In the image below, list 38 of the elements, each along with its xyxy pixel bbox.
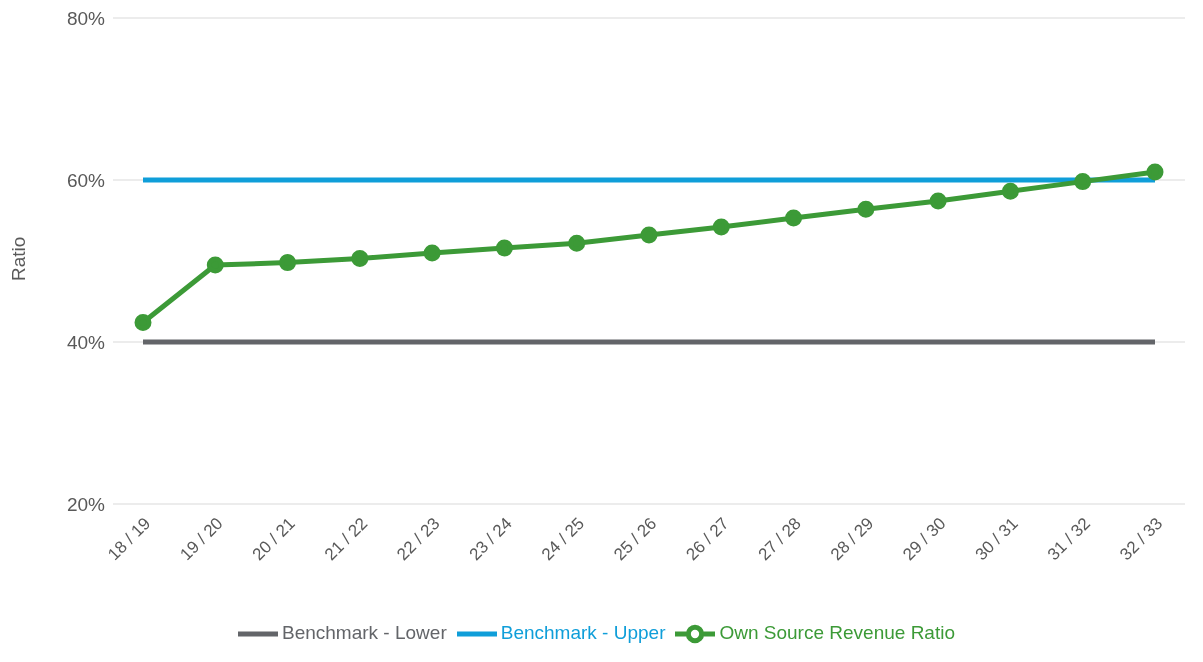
x-tick-label: 27 / 28 [754, 513, 805, 565]
point [568, 234, 586, 252]
y-tick-label: 20% [66, 493, 106, 515]
point [134, 314, 152, 332]
y-tick-label: 60% [66, 169, 106, 191]
x-tick-label: 31 / 32 [1043, 513, 1095, 565]
x-tick-label: 25 / 26 [610, 513, 661, 565]
x-tick-label: 24 / 25 [537, 513, 589, 565]
y-axis-title: Ratio [7, 236, 29, 281]
y-tick-label: 40% [66, 331, 106, 353]
point [785, 209, 803, 227]
point [1146, 163, 1164, 181]
x-tick-label: 18 / 19 [104, 513, 155, 565]
point [712, 218, 730, 236]
point [423, 244, 441, 262]
point [929, 192, 947, 210]
x-tick-label: 22 / 23 [393, 513, 444, 565]
x-tick-label: 32 / 33 [1116, 513, 1167, 565]
x-tick-label: 29 / 30 [899, 513, 950, 565]
legend-label: Own Source Revenue Ratio [719, 622, 955, 644]
x-tick-label: 26 / 27 [682, 513, 733, 565]
x-tick-label: 19 / 20 [176, 513, 227, 565]
y-tick-label: 80% [66, 7, 106, 29]
x-tick-label: 21 / 22 [320, 513, 372, 565]
x-tick-label: 20 / 21 [248, 513, 299, 565]
point [1001, 182, 1019, 200]
point [206, 256, 224, 274]
point [640, 226, 658, 244]
point [279, 254, 297, 272]
x-tick-label: 28 / 29 [826, 513, 878, 565]
point [495, 239, 513, 257]
point [351, 250, 369, 268]
legend-label: Benchmark - Upper [500, 622, 666, 644]
x-tick-label: 30 / 31 [971, 513, 1022, 565]
point [857, 200, 875, 218]
point [1074, 173, 1092, 191]
x-tick-label: 23 / 24 [465, 513, 516, 565]
legend-label: Benchmark - Lower [282, 622, 447, 644]
